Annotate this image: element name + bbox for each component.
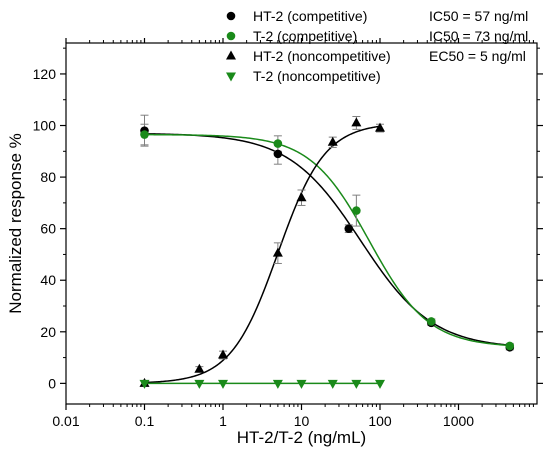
data-point xyxy=(296,379,307,389)
data-point xyxy=(139,379,150,389)
legend-annotation: IC50 = 73 ng/ml xyxy=(429,28,528,44)
x-tick-label: 1000 xyxy=(443,413,474,429)
data-point xyxy=(375,379,385,389)
legend-marker xyxy=(226,50,236,60)
legend-label: T-2 (noncompetitive) xyxy=(253,68,381,84)
data-point xyxy=(327,379,338,389)
x-tick-label: 10 xyxy=(294,413,310,429)
legend-annotation: EC50 = 5 ng/ml xyxy=(429,48,526,64)
legend-annotation: IC50 = 57 ng/ml xyxy=(429,8,528,24)
error-bars xyxy=(140,114,514,373)
data-point xyxy=(426,317,436,326)
legend-marker xyxy=(226,72,236,82)
data-point xyxy=(296,192,307,202)
plot-area-border xyxy=(65,42,538,405)
data-point xyxy=(140,130,149,139)
data-point xyxy=(218,379,228,389)
fit-curve xyxy=(144,133,510,347)
x-tick-label: 1 xyxy=(219,413,227,429)
data-point xyxy=(272,247,283,257)
data-markers xyxy=(139,117,515,389)
x-tick-label: 100 xyxy=(368,413,392,429)
fit-curves xyxy=(144,125,510,385)
x-axis-title: HT-2/T-2 (ng/mL) xyxy=(237,428,366,447)
data-point xyxy=(351,117,362,127)
data-point xyxy=(375,122,385,132)
data-point xyxy=(218,349,228,359)
legend-label: HT-2 (noncompetitive) xyxy=(253,48,391,64)
legend-label: HT-2 (competitive) xyxy=(253,8,367,24)
y-tick-label: 100 xyxy=(33,118,57,134)
data-point xyxy=(273,149,283,159)
x-tick-label: 0.01 xyxy=(52,413,79,429)
y-tick-label: 80 xyxy=(40,169,56,185)
legend-label: T-2 (competitive) xyxy=(253,28,357,44)
data-point xyxy=(194,363,205,373)
fit-curve xyxy=(144,133,510,346)
data-point xyxy=(351,379,362,389)
data-point xyxy=(505,341,515,351)
plot-frame xyxy=(65,42,538,405)
data-point xyxy=(327,136,338,146)
x-tick-label: 0.1 xyxy=(135,413,155,429)
data-point xyxy=(352,206,361,215)
legend-marker xyxy=(226,11,236,21)
y-tick-label: 120 xyxy=(33,66,57,82)
data-point xyxy=(194,379,205,389)
y-tick-label: 60 xyxy=(40,221,56,237)
y-axis-title: Normalized response % xyxy=(6,133,25,313)
y-tick-label: 20 xyxy=(40,324,56,340)
legend-marker xyxy=(226,31,236,41)
y-tick-label: 0 xyxy=(48,375,56,391)
y-tick-label: 40 xyxy=(40,272,56,288)
data-point xyxy=(273,139,283,148)
data-point xyxy=(344,224,354,233)
axis-ticks: 0.01 0.1 1 10 100 1000 0 20 40 60 80 100 120 xyxy=(33,38,543,429)
fit-curve xyxy=(144,125,381,384)
data-point xyxy=(272,379,283,389)
legend: HT-2 (competitive) IC50 = 57 ng/ml T-2 (co… xyxy=(226,8,528,84)
